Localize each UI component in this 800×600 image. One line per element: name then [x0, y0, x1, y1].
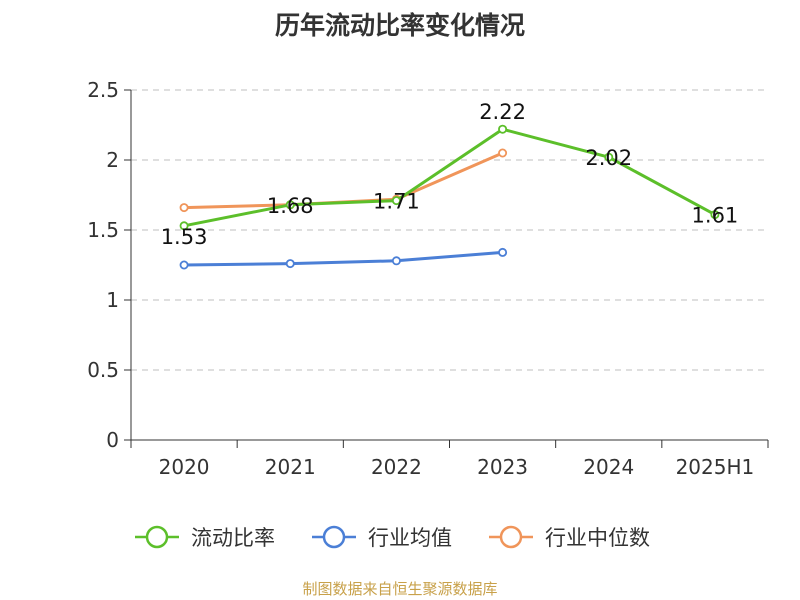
- data-point: [179, 260, 189, 270]
- data-point: [710, 210, 720, 220]
- grid-lines: [131, 89, 768, 371]
- data-point: [498, 124, 508, 134]
- x-tick-label: 2023: [477, 455, 528, 479]
- legend-label-1: 行业均值: [368, 526, 452, 550]
- series-line-0: [183, 127, 716, 228]
- y-tick-label: 2.5: [87, 78, 119, 102]
- data-point: [498, 247, 508, 257]
- y-tick-label: 2: [106, 148, 119, 172]
- x-tick-label: 2024: [583, 455, 634, 479]
- chart-title: 历年流动比率变化情况: [274, 11, 525, 40]
- x-tick-label: 2021: [265, 455, 316, 479]
- legend-marker-2: [499, 525, 523, 549]
- y-tick-label: 1.5: [87, 218, 119, 242]
- data-point: [391, 256, 401, 266]
- y-tick-label: 1: [106, 288, 119, 312]
- series-lines: [179, 124, 720, 270]
- y-tick-label: 0.5: [87, 358, 119, 382]
- data-point: [285, 259, 295, 269]
- x-tick-label: 2025H1: [676, 455, 755, 479]
- legend-label-0: 流动比率: [191, 526, 275, 550]
- data-label: 2.02: [585, 146, 632, 170]
- data-labels: 1.53 1.68 1.71 2.22 2.02 1.61: [161, 100, 739, 249]
- data-label: 1.53: [161, 225, 208, 249]
- data-point: [391, 196, 401, 206]
- legend-label-2: 行业中位数: [545, 526, 650, 550]
- legend-marker-1: [322, 525, 346, 549]
- data-label: 1.68: [267, 194, 314, 218]
- data-point: [179, 203, 189, 213]
- data-point: [498, 148, 508, 158]
- data-source-note: 制图数据来自恒生聚源数据库: [302, 580, 498, 598]
- data-label: 1.71: [373, 190, 420, 214]
- data-point: [179, 221, 189, 231]
- data-point: [604, 152, 614, 162]
- x-tick-label: 2020: [159, 455, 210, 479]
- axes: 0 0.5 1 1.5 2 2.5 2020 2021 2022 2023 2024 2025H1: [87, 78, 769, 479]
- data-label: 2.22: [479, 100, 526, 124]
- series-line-1: [184, 250, 503, 267]
- data-label: 1.61: [692, 204, 739, 228]
- data-point: [285, 200, 295, 210]
- x-tick-label: 2022: [371, 455, 422, 479]
- y-tick-label: 0: [106, 428, 119, 452]
- legend-marker-0: [145, 525, 169, 549]
- legend: 流动比率 行业均值 行业中位数: [135, 525, 650, 550]
